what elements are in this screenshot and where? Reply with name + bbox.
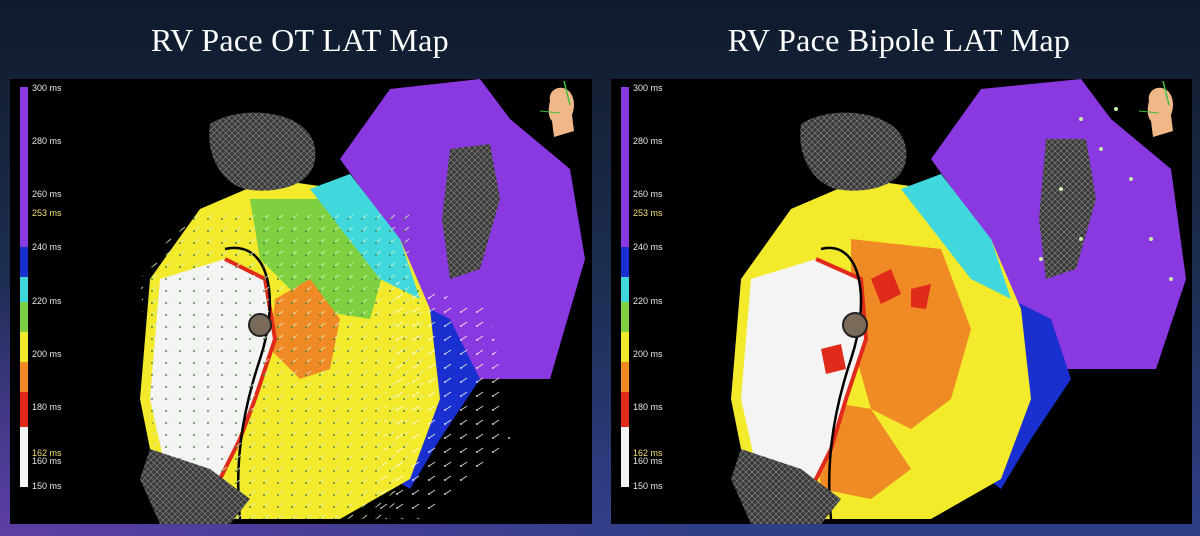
scale-tick: 240 ms [633,242,663,252]
orientation-head-icon[interactable] [1139,81,1183,143]
scale-tick: 280 ms [32,136,62,146]
scale-tick: 220 ms [32,296,62,306]
scale-tick: 180 ms [32,402,62,412]
pacing-site-marker [248,313,272,337]
pacing-site-marker [842,312,868,338]
red-islands [821,269,931,374]
black-line [820,246,863,520]
ot-lat-map-image [140,79,585,524]
lat-color-scale: 300 ms 280 ms 260 ms 253 ms 240 ms 220 m… [10,79,100,524]
mesh-right [442,144,500,279]
scale-tick: 150 ms [32,481,62,491]
scale-tick-highlight: 253 ms [32,208,62,218]
scale-tick: 300 ms [633,83,663,93]
scale-tick: 220 ms [633,296,663,306]
scale-tick: 300 ms [32,83,62,93]
lat-color-scale: 300 ms 280 ms 260 ms 253 ms 240 ms 220 m… [611,79,701,524]
scale-tick: 280 ms [633,136,663,146]
scale-tick: 200 ms [633,349,663,359]
scale-tick: 260 ms [32,189,62,199]
scale-tick-highlight: 253 ms [633,208,663,218]
scale-tick: 150 ms [633,481,663,491]
scale-tick: 180 ms [633,402,663,412]
mesh-right [1039,139,1096,279]
scale-tick: 260 ms [633,189,663,199]
cyan-zone [901,174,1011,299]
right-panel-title: RV Pace Bipole LAT Map [727,22,1071,58]
bipole-lat-map-panel: 300 ms 280 ms 260 ms 253 ms 240 ms 220 m… [611,79,1192,524]
orientation-head-icon[interactable] [540,81,584,143]
red-border [809,257,869,490]
mesh-top [800,112,907,191]
scale-tick: 160 ms [633,456,663,466]
scale-tick: 160 ms [32,456,62,466]
scale-tick: 200 ms [32,349,62,359]
ot-lat-map-panel: 300 ms 280 ms 260 ms 253 ms 240 ms 220 m… [10,79,592,524]
scale-tick-highlight: 162 ms [32,448,62,458]
bipole-lat-map-image [731,79,1186,524]
mesh-bottom [140,449,250,524]
scale-tick-highlight: 162 ms [633,448,663,458]
mesh-bottom [731,449,841,524]
mesh-top [209,112,316,191]
left-panel-title: RV Pace OT LAT Map [151,22,449,58]
scale-tick: 240 ms [32,242,62,252]
